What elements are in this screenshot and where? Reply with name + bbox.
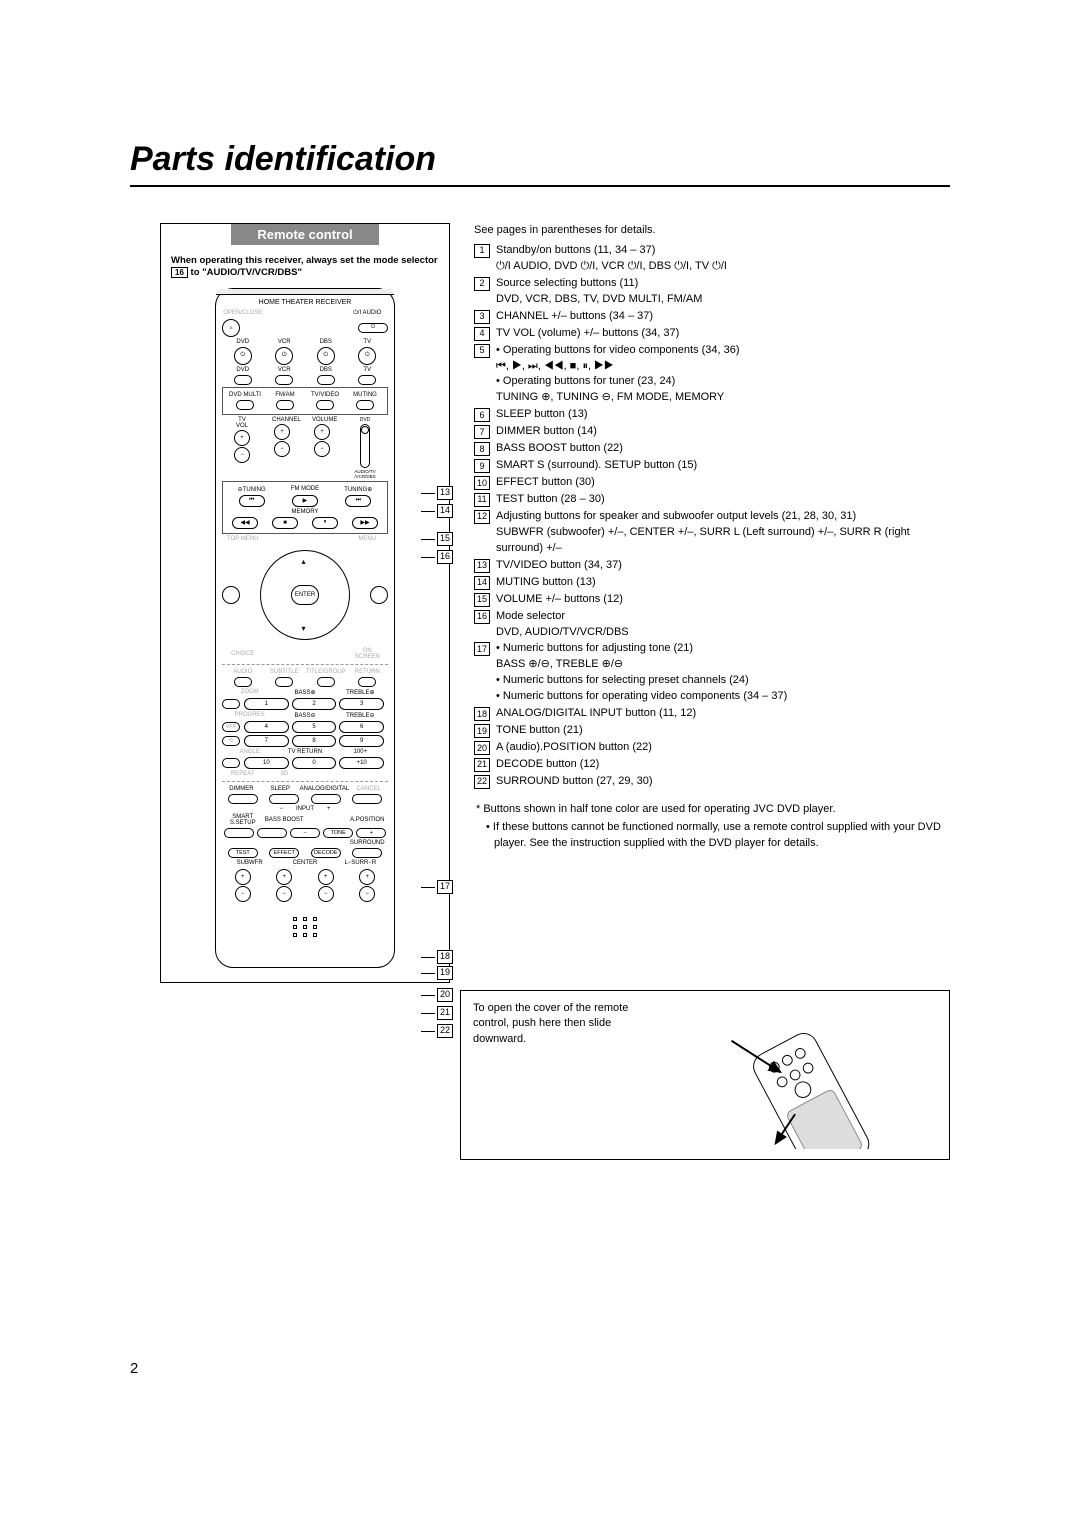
remote-open-illustration — [663, 1001, 937, 1149]
remote-frame: Remote control When operating this recei… — [160, 223, 450, 983]
remote-note: When operating this receiver, always set… — [161, 255, 449, 288]
remote-body: HOME THEATER RECEIVER OPEN/CLOSE ⏻/I AUD… — [215, 288, 395, 968]
remote-heading: Remote control — [231, 224, 379, 245]
page-title: Parts identification — [130, 140, 950, 187]
description-list: See pages in parentheses for details. 1S… — [474, 223, 950, 983]
tip-box: To open the cover of the remote control,… — [460, 990, 950, 1160]
page-number: 2 — [130, 1360, 138, 1377]
